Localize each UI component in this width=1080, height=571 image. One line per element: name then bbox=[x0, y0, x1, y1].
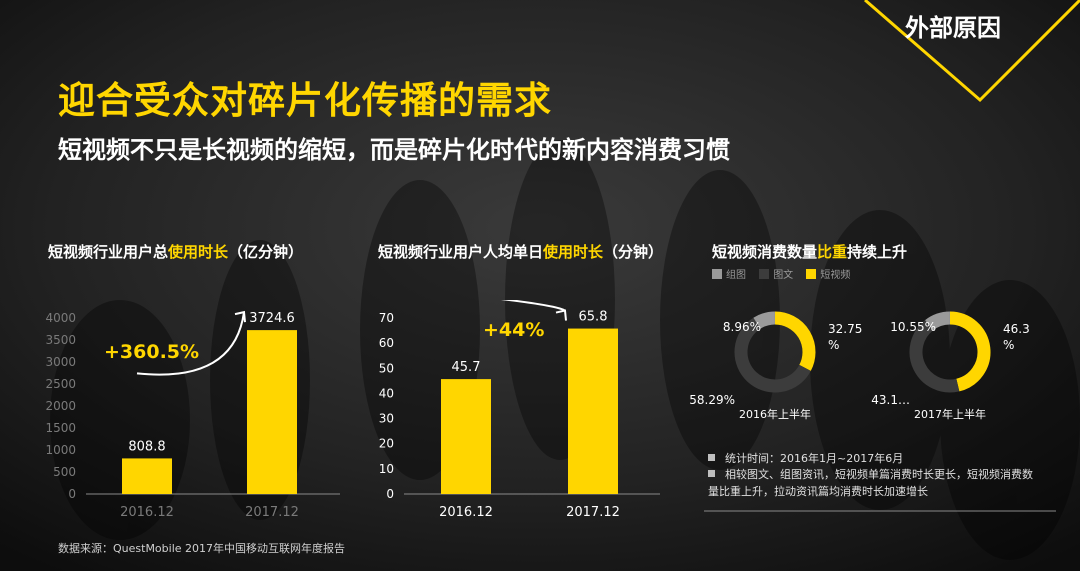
chart3-title-highlight: 比重 bbox=[817, 243, 848, 261]
donut-value-label: 58.29% bbox=[690, 393, 735, 407]
y-tick-label: 30 bbox=[379, 412, 394, 426]
legend-item-zutu: 组图 bbox=[712, 266, 746, 281]
legend-swatch-yellow bbox=[806, 269, 817, 279]
bar-value-label: 45.7 bbox=[452, 360, 481, 375]
data-source: 数据来源：QuestMobile 2017年中国移动互联网年度报告 bbox=[58, 542, 346, 555]
chart1-title-part3: （亿分钟） bbox=[228, 243, 304, 261]
y-tick-label: 4000 bbox=[45, 311, 76, 325]
page-subtitle: 短视频不只是长视频的缩短，而是碎片化时代的新内容消费习惯 bbox=[58, 136, 730, 164]
y-tick-label: 20 bbox=[379, 437, 394, 451]
chart3-title-part1: 短视频消费数量 bbox=[712, 243, 818, 261]
corner-frame bbox=[864, 0, 1080, 103]
y-tick-label: 3000 bbox=[45, 355, 76, 369]
bar-value-label: 808.8 bbox=[128, 439, 165, 454]
donut-slice bbox=[909, 320, 960, 393]
legend-swatch-gray bbox=[712, 269, 722, 279]
bar bbox=[568, 328, 618, 494]
bar-value-label: 3724.6 bbox=[249, 311, 295, 326]
y-tick-label: 10 bbox=[379, 462, 394, 476]
note-item: 统计时间：2016年1月~2017年6月 bbox=[708, 450, 1038, 467]
y-tick-label: 50 bbox=[379, 361, 394, 375]
y-tick-label: 1000 bbox=[45, 443, 76, 457]
y-tick-label: 2500 bbox=[45, 377, 76, 391]
chart1-title-highlight: 使用时长 bbox=[168, 243, 229, 261]
donut-value-label: 8.96% bbox=[723, 320, 761, 334]
donut-year-label: 2016年上半年 bbox=[739, 407, 811, 421]
legend-swatch-dark bbox=[759, 269, 770, 279]
chart2-title-part1: 短视频行业用户人均单日 bbox=[378, 243, 544, 261]
donut-slice bbox=[774, 311, 816, 371]
donut-2017: 10.55% 46.31% 43.1… 2017年上半年 bbox=[871, 311, 1030, 421]
donut-value-label: 43.1… bbox=[871, 393, 910, 407]
note-text: 相较图文、组图资讯，短视频单篇消费时长更长，短视频消费数量比重上升，拉动资讯篇均… bbox=[708, 468, 1033, 498]
page-title: 迎合受众对碎片化传播的需求 bbox=[58, 79, 552, 122]
x-category-label: 2017.12 bbox=[245, 505, 299, 520]
x-category-label: 2016.12 bbox=[439, 505, 493, 520]
note-text: 统计时间：2016年1月~2017年6月 bbox=[725, 452, 904, 465]
chart2-title-part3: （分钟） bbox=[603, 243, 664, 261]
donut-value-label: % bbox=[1003, 338, 1014, 352]
donut-slice bbox=[734, 317, 811, 393]
chart1-growth-label: +360.5% bbox=[104, 341, 199, 363]
donut-legend: 组图 图文 短视频 bbox=[712, 266, 860, 281]
legend-label: 图文 bbox=[773, 270, 794, 281]
donut-value-label: 10.55% bbox=[890, 320, 936, 334]
donut-year-label: 2017年上半年 bbox=[914, 407, 986, 421]
chart2-title-highlight: 使用时长 bbox=[543, 243, 604, 261]
chart2-growth-arrow bbox=[500, 300, 567, 321]
bar bbox=[441, 379, 491, 494]
donut-value-label: % bbox=[828, 338, 839, 352]
y-tick-label: 60 bbox=[379, 336, 394, 350]
legend-label: 短视频 bbox=[820, 270, 851, 281]
y-tick-label: 500 bbox=[53, 465, 76, 479]
bullet-icon bbox=[708, 470, 715, 477]
y-tick-label: 0 bbox=[68, 487, 76, 501]
donut-2016: 8.96% 32.75% 58.29% 2016年上半年 bbox=[690, 311, 862, 421]
donut-slice bbox=[949, 311, 991, 392]
y-tick-label: 2000 bbox=[45, 399, 76, 413]
donut-slice bbox=[753, 311, 776, 329]
donut-value-label: 46.31 bbox=[1003, 322, 1030, 336]
y-tick-label: 1500 bbox=[45, 421, 76, 435]
chart1-svg: 0 500 1000 1500 2000 2500 3000 3500 4000 808.8 20… bbox=[45, 310, 340, 520]
chart3-title-part3: 持续上升 bbox=[847, 243, 908, 261]
bar-value-label: 65.8 bbox=[579, 310, 608, 325]
y-tick-label: 40 bbox=[379, 386, 394, 400]
chart1-growth-arrow bbox=[136, 310, 246, 376]
note-item: 相较图文、组图资讯，短视频单篇消费时长更长，短视频消费数量比重上升，拉动资讯篇均… bbox=[708, 466, 1038, 500]
legend-item-short-video: 短视频 bbox=[806, 266, 850, 281]
donut-slice bbox=[925, 311, 951, 331]
y-tick-label: 70 bbox=[379, 311, 394, 325]
y-tick-label: 3500 bbox=[45, 333, 76, 347]
chart3-svg: 8.96% 32.75% 58.29% 2016年上半年 10.55% 46.31% 43… bbox=[690, 311, 1030, 421]
bar bbox=[122, 458, 172, 494]
x-category-label: 2017.12 bbox=[566, 505, 620, 520]
legend-item-tuwen: 图文 bbox=[759, 266, 793, 281]
legend-label: 组图 bbox=[726, 270, 746, 281]
chart3-title: 短视频消费数量比重持续上升 bbox=[712, 241, 907, 262]
chart1-title: 短视频行业用户总使用时长（亿分钟） bbox=[48, 241, 303, 262]
bullet-icon bbox=[708, 454, 715, 461]
x-category-label: 2016.12 bbox=[120, 505, 174, 520]
chart2-title: 短视频行业用户人均单日使用时长（分钟） bbox=[378, 241, 663, 262]
donut-value-label: 32.75 bbox=[828, 322, 862, 336]
chart2-svg: 0 10 20 30 40 50 60 70 45.7 2016.12 65.8 2017.12 +… bbox=[379, 300, 660, 520]
chart2-growth-label: +44% bbox=[483, 319, 544, 341]
y-tick-label: 0 bbox=[386, 487, 394, 501]
bar bbox=[247, 330, 297, 494]
chart1-title-part1: 短视频行业用户总 bbox=[48, 243, 169, 261]
section-tag: 外部原因 bbox=[905, 14, 1001, 42]
